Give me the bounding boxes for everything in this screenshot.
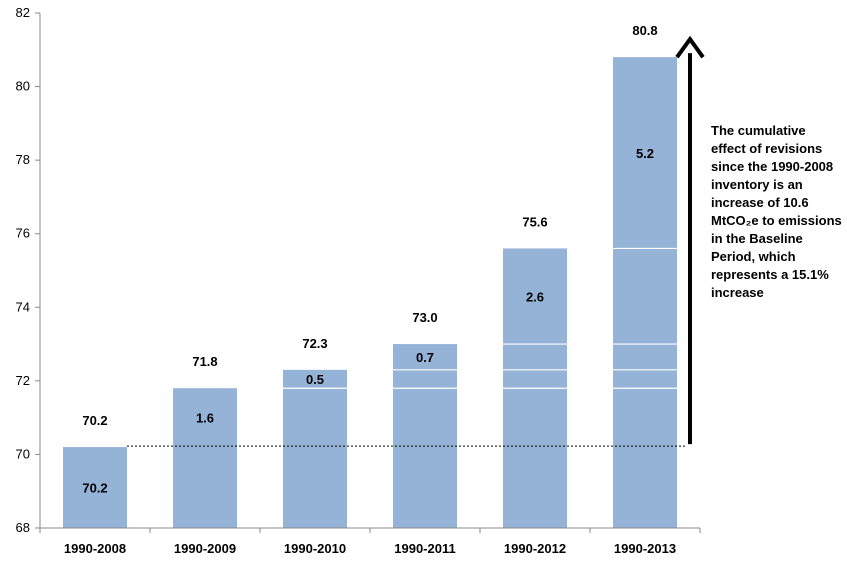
cumulative-revision-annotation: The cumulative effect of revisions since… — [711, 122, 843, 302]
y-tick-label: 78 — [16, 152, 30, 167]
y-tick-label: 80 — [16, 79, 30, 94]
category-label-1990-2011: 1990-2011 — [394, 541, 455, 556]
total-label-1990-2008: 70.2 — [82, 413, 107, 428]
increment-label-1990-2013: 5.2 — [636, 146, 654, 161]
category-label-1990-2013: 1990-2013 — [614, 541, 676, 556]
revision-arrow-head — [675, 35, 705, 59]
y-tick-label: 72 — [16, 373, 30, 388]
total-label-1990-2012: 75.6 — [522, 214, 547, 229]
increment-label-1990-2012: 2.6 — [526, 289, 544, 304]
total-label-1990-2009: 71.8 — [192, 354, 217, 369]
y-tick-label: 82 — [16, 5, 30, 20]
category-label-1990-2008: 1990-2008 — [64, 541, 126, 556]
bar-1990-2009 — [173, 388, 237, 528]
bars: 70.2 70.2 71.8 1.6 72.3 0.5 73.0 0.7 75.6 2.6 80.8… — [63, 23, 677, 529]
y-tick-label: 76 — [16, 226, 30, 241]
bar-1990-2013 — [613, 57, 677, 529]
overlays — [127, 35, 705, 447]
y-axis: 68 70 72 74 76 78 80 82 — [16, 5, 41, 535]
total-label-1990-2010: 72.3 — [302, 336, 327, 351]
total-label-1990-2011: 73.0 — [412, 310, 437, 325]
bar-1990-2008 — [63, 447, 127, 528]
increment-label-1990-2008: 70.2 — [82, 481, 107, 496]
x-axis: 1990-2008 1990-2009 1990-2010 1990-2011 1990… — [39, 527, 701, 556]
increment-label-1990-2011: 0.7 — [416, 350, 434, 365]
category-label-1990-2012: 1990-2012 — [504, 541, 566, 556]
y-tick-label: 74 — [16, 299, 30, 314]
category-label-1990-2010: 1990-2010 — [284, 541, 346, 556]
increment-label-1990-2010: 0.5 — [306, 372, 324, 387]
category-label-1990-2009: 1990-2009 — [174, 541, 236, 556]
y-tick-label: 70 — [16, 446, 30, 461]
bar-1990-2011 — [393, 344, 457, 528]
total-label-1990-2013: 80.8 — [632, 23, 657, 38]
annotation-text: The cumulative effect of revisions since… — [711, 123, 842, 300]
increment-label-1990-2009: 1.6 — [196, 411, 214, 426]
y-tick-label: 68 — [16, 520, 30, 535]
bar-1990-2010 — [283, 369, 347, 528]
